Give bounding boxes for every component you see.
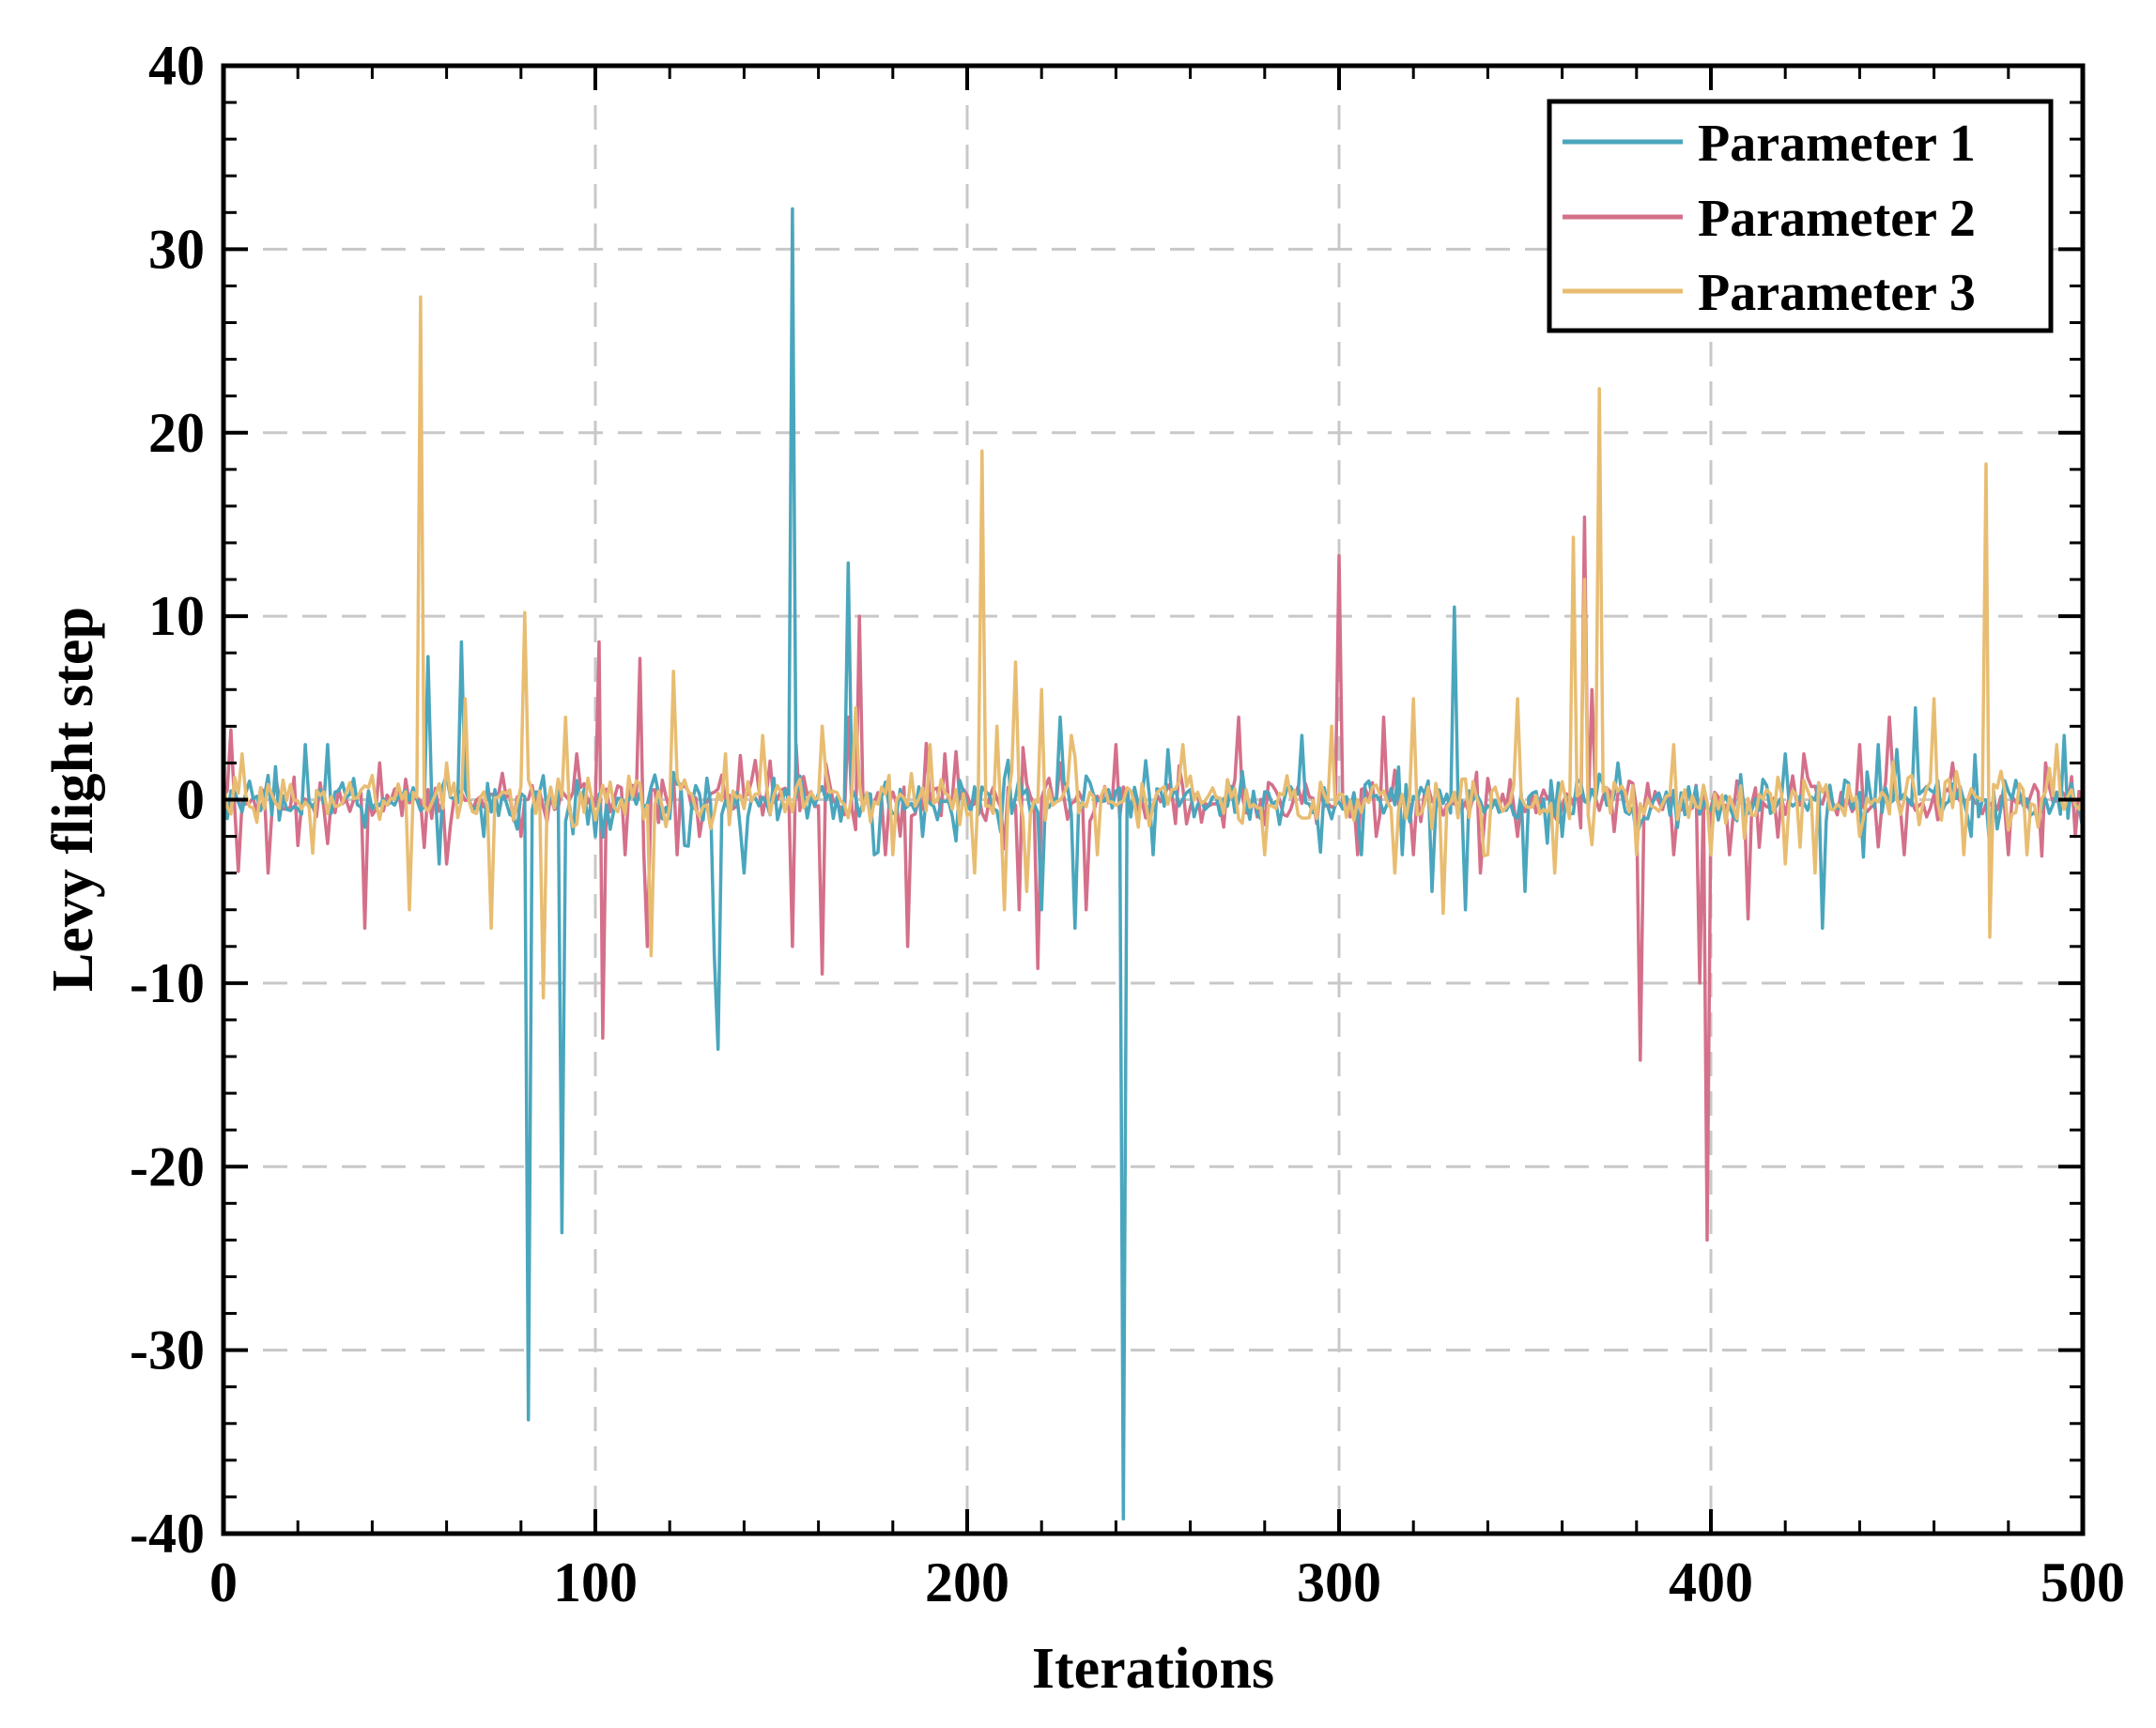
y-tick-label: 0 bbox=[177, 769, 205, 831]
x-tick-label: 0 bbox=[209, 1551, 238, 1613]
legend-label-2: Parameter 2 bbox=[1698, 190, 1976, 248]
x-tick-label: 300 bbox=[1297, 1551, 1381, 1613]
y-tick-label: -40 bbox=[130, 1503, 205, 1565]
y-tick-label: 10 bbox=[148, 585, 205, 647]
x-axis-title: Iterations bbox=[1032, 1637, 1274, 1701]
y-tick-label: -30 bbox=[130, 1319, 205, 1381]
axis-ticks bbox=[222, 64, 2085, 1535]
legend-label-3: Parameter 3 bbox=[1698, 264, 1976, 322]
series-lines bbox=[222, 207, 2085, 1521]
x-tick-label: 500 bbox=[2040, 1551, 2125, 1613]
x-tick-label: 100 bbox=[553, 1551, 638, 1613]
series-line-3 bbox=[222, 295, 2085, 1000]
legend-label-1: Parameter 1 bbox=[1698, 115, 1976, 173]
legend: Parameter 1 Parameter 2 Parameter 3 bbox=[1547, 99, 2054, 333]
tick-labels: 0 100 200 300 400 500 -40 -30 -20 -10 0 10 20 30 40 bbox=[130, 35, 2125, 1613]
y-axis-title: Levy flight step bbox=[41, 607, 105, 992]
x-tick-label: 400 bbox=[1669, 1551, 1753, 1613]
y-tick-label: 40 bbox=[148, 35, 205, 97]
y-tick-label: 20 bbox=[148, 402, 205, 464]
y-tick-label: -10 bbox=[130, 952, 205, 1014]
y-tick-label: 30 bbox=[148, 218, 205, 280]
x-tick-label: 200 bbox=[925, 1551, 1009, 1613]
y-tick-label: -20 bbox=[130, 1135, 205, 1197]
